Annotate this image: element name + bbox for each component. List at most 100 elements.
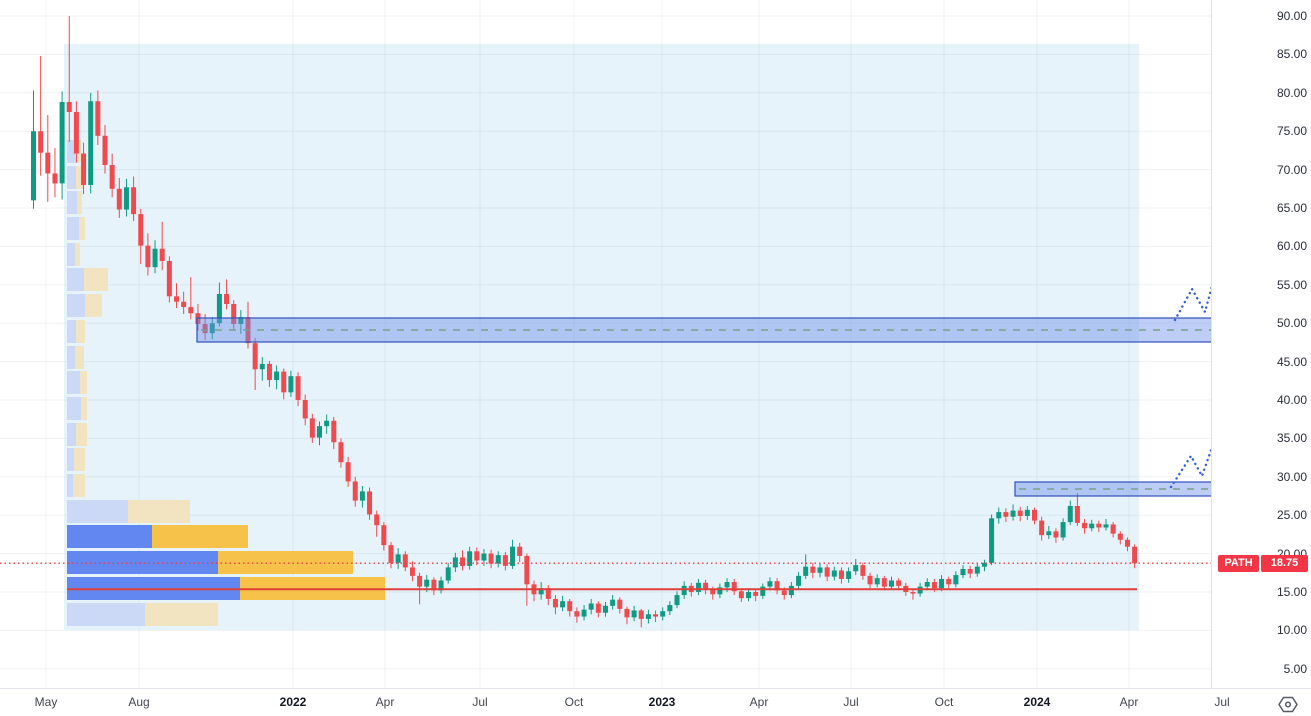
candle — [109, 153, 115, 198]
candle — [1132, 544, 1138, 569]
candle-body — [381, 525, 387, 546]
candle — [667, 601, 673, 616]
price-axis-label: 85.00 — [1276, 47, 1307, 62]
volume-profile-yellow-bar — [85, 294, 102, 317]
volume-profile-blue-bar — [67, 371, 80, 394]
candle-body — [595, 603, 601, 613]
candle-body — [166, 260, 172, 297]
price-axis-label: 15.00 — [1276, 585, 1307, 599]
candle-body — [1110, 524, 1116, 534]
candle-body — [974, 566, 980, 574]
candlestick-chart-canvas[interactable] — [0, 0, 1211, 688]
volume-profile-blue-bar — [67, 551, 218, 574]
candle-body — [1082, 522, 1088, 529]
supply-zone[interactable] — [196, 317, 1211, 343]
candle-body — [274, 371, 280, 381]
candle — [481, 548, 487, 566]
price-axis[interactable]: 90.00 85.00 80.00 75.00 70.00 65.00 60.00 55.00… — [1212, 0, 1311, 688]
candle — [853, 558, 859, 576]
candle-body — [524, 555, 530, 585]
candle-body — [1046, 531, 1052, 536]
candle — [538, 582, 544, 600]
candle-body — [674, 595, 680, 606]
supply-zone[interactable] — [1014, 481, 1211, 497]
candle-body — [924, 582, 930, 587]
candle-body — [224, 294, 230, 304]
arrow-shaft — [1173, 285, 1211, 322]
volume-profile-blue-bar — [67, 166, 76, 189]
candle — [803, 554, 809, 579]
hexagon-settings-icon[interactable] — [1277, 695, 1299, 714]
candle — [867, 572, 873, 589]
candle — [860, 562, 866, 580]
candle — [817, 563, 823, 578]
candle-body — [395, 554, 401, 563]
candle-body — [889, 580, 894, 587]
candle — [174, 283, 179, 308]
candle — [1046, 525, 1052, 540]
candle-body — [896, 580, 902, 586]
candle — [402, 551, 408, 572]
candle-body — [1124, 539, 1130, 547]
candle-body — [352, 481, 358, 501]
candle-body — [331, 420, 337, 443]
volume-profile-blue-bar — [67, 140, 75, 163]
candle — [953, 571, 959, 588]
candle — [581, 605, 587, 621]
volume-profile-blue-bar — [67, 474, 73, 497]
candle-body — [788, 585, 794, 596]
price-axis-label: 5.00 — [1283, 661, 1307, 676]
candle — [810, 562, 816, 579]
candle-body — [374, 514, 380, 526]
candle-body — [174, 296, 179, 302]
candle-body — [667, 605, 673, 612]
candle — [438, 576, 444, 594]
time-axis-label: Oct — [564, 695, 584, 709]
price-axis-label: 90.00 — [1276, 9, 1307, 23]
price-axis-label: 60.00 — [1276, 239, 1307, 254]
candle — [88, 92, 94, 194]
candle-body — [1039, 520, 1045, 536]
candle-body — [116, 188, 122, 210]
price-axis-separator — [1211, 0, 1212, 688]
candle — [946, 576, 952, 589]
price-axis-label: 80.00 — [1276, 85, 1307, 100]
candle-body — [774, 581, 780, 591]
projection-arrow[interactable] — [1173, 231, 1211, 322]
volume-profile-blue-bar — [67, 397, 81, 420]
candle-body — [767, 581, 773, 587]
time-axis[interactable]: May Aug 2022 Apr Jul Oct 2023 Apr Jul Oct 2024 Apr J… — [0, 689, 1230, 716]
time-axis-label: Jul — [1214, 695, 1230, 709]
candle-body — [367, 491, 373, 515]
candle — [388, 542, 394, 569]
candle — [574, 607, 580, 623]
candle-body — [66, 102, 72, 112]
candle-body — [638, 610, 644, 619]
candle — [603, 601, 608, 617]
candle — [989, 514, 995, 566]
candle — [631, 605, 637, 622]
volume-profile-blue-bar — [67, 603, 145, 626]
candle — [1103, 519, 1109, 531]
candle — [460, 550, 465, 571]
candle-body — [502, 555, 508, 566]
candle — [567, 598, 573, 617]
candle-body — [467, 551, 473, 566]
candle-body — [359, 491, 365, 501]
candle-body — [1067, 505, 1073, 523]
candle-body — [803, 566, 809, 576]
candle — [445, 562, 451, 584]
candle-body — [238, 317, 244, 324]
candle — [52, 148, 58, 198]
candle-body — [738, 591, 744, 599]
volume-profile-blue-bar — [67, 423, 76, 446]
candle — [467, 546, 473, 570]
candle — [166, 256, 172, 303]
volume-profile-yellow-bar — [79, 217, 85, 240]
candle — [624, 606, 630, 625]
supply-zone-rect[interactable] — [1014, 481, 1211, 497]
volume-profile-yellow-bar — [80, 371, 87, 394]
candle — [517, 542, 523, 563]
volume-profile-blue-bar — [67, 320, 76, 343]
candle-body — [517, 546, 523, 556]
